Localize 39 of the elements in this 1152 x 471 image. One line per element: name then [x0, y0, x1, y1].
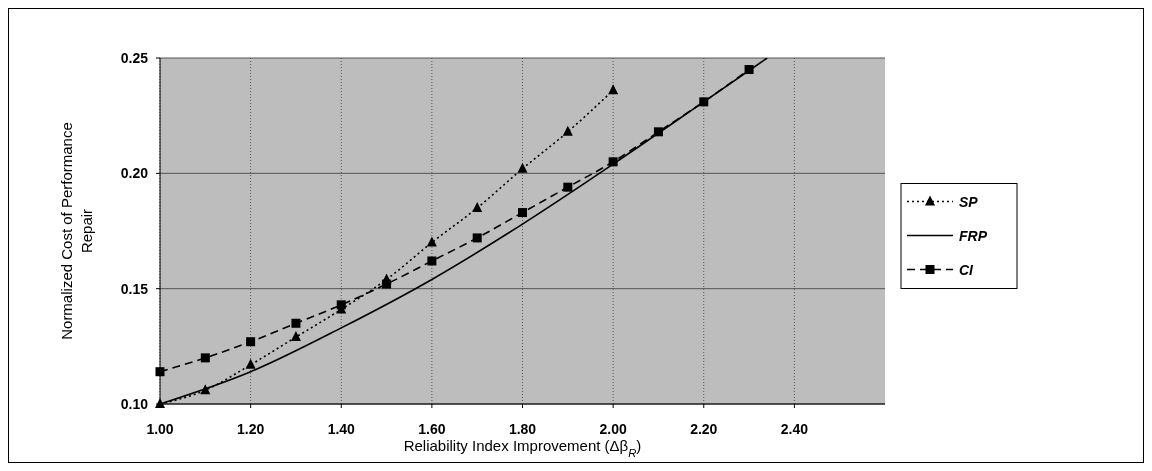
- point: [608, 84, 619, 95]
- point: [200, 353, 210, 363]
- x-tick-label: 2.40: [780, 421, 809, 437]
- point: [291, 318, 301, 328]
- legend-label: SP: [959, 193, 979, 210]
- x-tick-label: 2.20: [690, 421, 718, 437]
- y-tick-label: 0.25: [120, 50, 149, 66]
- point: [381, 273, 392, 284]
- point: [653, 127, 663, 137]
- x-tick-label: 1.40: [327, 421, 356, 437]
- point: [608, 157, 618, 167]
- legend-label: CI: [959, 261, 975, 278]
- point: [290, 331, 301, 342]
- y-tick-label: 0.10: [120, 396, 149, 412]
- x-tick-label: 1.00: [146, 421, 174, 437]
- y-axis-title: Normalized Cost of Performance Repair: [58, 122, 95, 340]
- point: [472, 233, 482, 243]
- point: [245, 358, 256, 369]
- point: [562, 125, 573, 136]
- point: [155, 398, 165, 408]
- x-tick-label: 2.00: [599, 421, 627, 437]
- legend-label: FRP: [959, 227, 988, 244]
- point: [517, 162, 528, 173]
- point: [426, 236, 437, 247]
- point: [518, 208, 527, 218]
- point: [200, 384, 211, 395]
- x-axis-title: Reliability Index Improvement (Δβ$_{R}$): [403, 437, 642, 459]
- x-tick-label: 1.80: [508, 421, 537, 437]
- point: [427, 256, 437, 266]
- point: [155, 367, 165, 377]
- point: [472, 201, 483, 212]
- point: [699, 97, 709, 107]
- y-tick-label: 0.15: [120, 280, 149, 297]
- y-tick-label: 0.20: [120, 165, 149, 182]
- point: [744, 65, 754, 75]
- point: [246, 337, 256, 347]
- x-tick-label: 1.60: [418, 421, 446, 437]
- point: [563, 182, 573, 192]
- x-tick-label: 1.20: [237, 421, 265, 437]
